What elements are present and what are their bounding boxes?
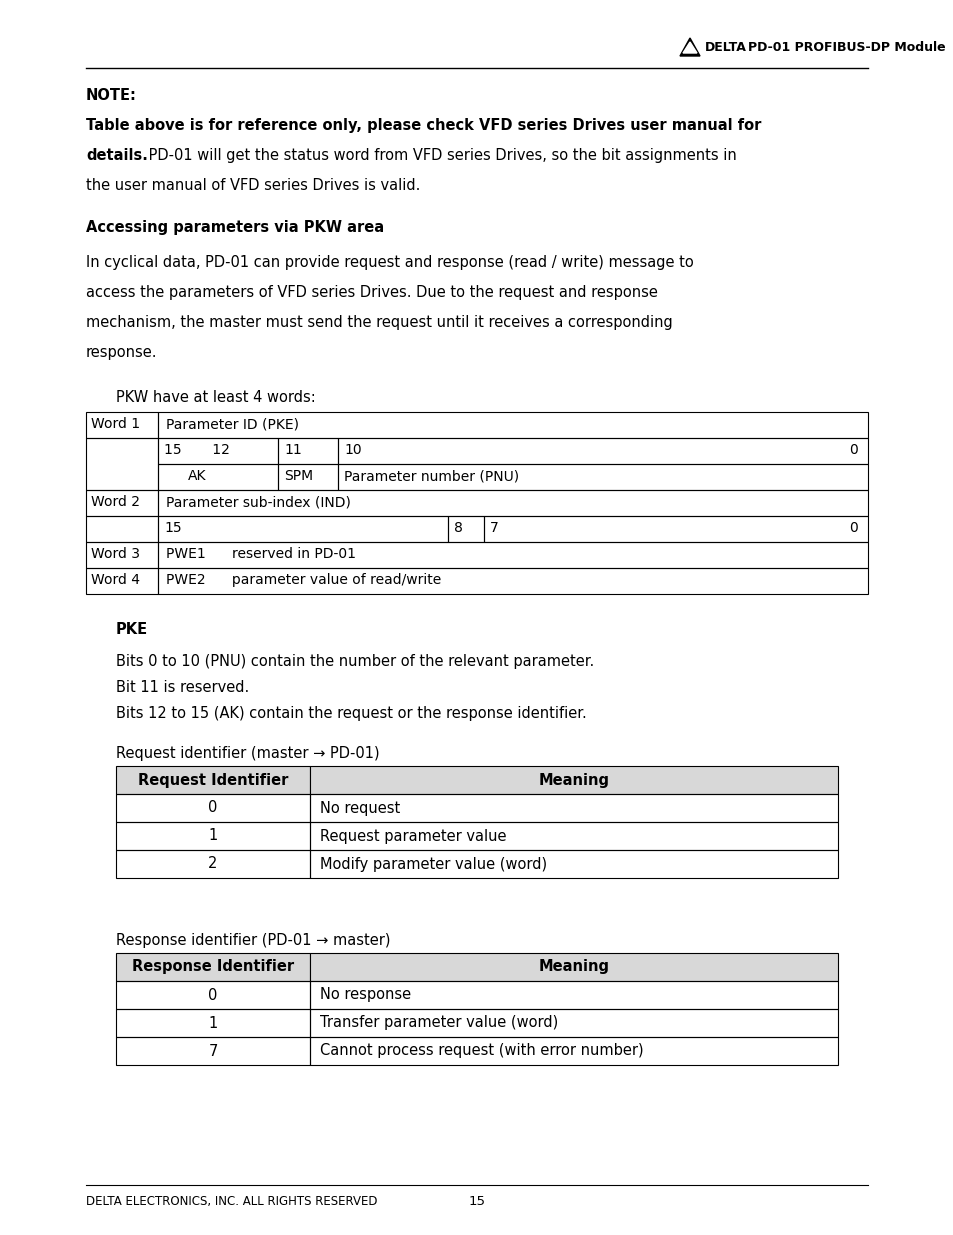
Bar xyxy=(116,823,310,850)
Text: 15       12: 15 12 xyxy=(164,443,230,457)
Text: PKE: PKE xyxy=(116,622,148,637)
Text: NOTE:: NOTE: xyxy=(86,88,136,103)
Text: PWE1      reserved in PD-01: PWE1 reserved in PD-01 xyxy=(166,547,355,561)
Text: 7: 7 xyxy=(490,521,498,535)
Bar xyxy=(86,542,158,568)
Bar xyxy=(158,516,448,542)
Bar xyxy=(158,438,277,464)
Text: DELTA: DELTA xyxy=(704,41,746,53)
Text: 15: 15 xyxy=(468,1195,485,1208)
Text: Request parameter value: Request parameter value xyxy=(319,829,506,844)
Text: PKW have at least 4 words:: PKW have at least 4 words: xyxy=(116,390,315,405)
Bar xyxy=(158,412,867,438)
Text: details.: details. xyxy=(86,148,148,163)
Text: 11: 11 xyxy=(284,443,301,457)
Polygon shape xyxy=(679,38,700,56)
Bar xyxy=(86,568,158,594)
Bar xyxy=(310,823,837,850)
Text: PWE2      parameter value of read/write: PWE2 parameter value of read/write xyxy=(166,573,441,587)
Text: Request identifier (master → PD-01): Request identifier (master → PD-01) xyxy=(116,746,379,761)
Text: access the parameters of VFD series Drives. Due to the request and response: access the parameters of VFD series Driv… xyxy=(86,285,658,300)
Text: Response Identifier: Response Identifier xyxy=(132,960,294,974)
Bar xyxy=(310,981,837,1009)
Text: Transfer parameter value (word): Transfer parameter value (word) xyxy=(319,1015,558,1030)
Bar xyxy=(483,516,867,542)
Text: 0: 0 xyxy=(208,800,217,815)
Bar xyxy=(116,1009,310,1037)
Text: 0: 0 xyxy=(848,443,857,457)
Bar xyxy=(116,766,310,794)
Bar xyxy=(158,542,867,568)
Text: Word 3: Word 3 xyxy=(91,547,140,561)
Text: PD-01 PROFIBUS-DP Module: PD-01 PROFIBUS-DP Module xyxy=(747,41,944,53)
Text: Modify parameter value (word): Modify parameter value (word) xyxy=(319,857,547,872)
Bar xyxy=(310,1009,837,1037)
Bar xyxy=(158,464,277,490)
Text: Request Identifier: Request Identifier xyxy=(137,773,288,788)
Text: Bit 11 is reserved.: Bit 11 is reserved. xyxy=(116,680,249,695)
Text: Accessing parameters via PKW area: Accessing parameters via PKW area xyxy=(86,220,384,235)
Bar xyxy=(158,490,867,516)
Text: 0: 0 xyxy=(208,988,217,1003)
Text: PD-01 will get the status word from VFD series Drives, so the bit assignments in: PD-01 will get the status word from VFD … xyxy=(144,148,736,163)
Text: 2: 2 xyxy=(208,857,217,872)
Text: In cyclical data, PD-01 can provide request and response (read / write) message : In cyclical data, PD-01 can provide requ… xyxy=(86,254,693,270)
Bar xyxy=(116,981,310,1009)
Text: Meaning: Meaning xyxy=(537,960,609,974)
Bar xyxy=(310,953,837,981)
Bar xyxy=(158,568,867,594)
Text: AK: AK xyxy=(188,469,206,483)
Text: Meaning: Meaning xyxy=(537,773,609,788)
Bar xyxy=(116,794,310,823)
Text: mechanism, the master must send the request until it receives a corresponding: mechanism, the master must send the requ… xyxy=(86,315,672,330)
Text: DELTA ELECTRONICS, INC. ALL RIGHTS RESERVED: DELTA ELECTRONICS, INC. ALL RIGHTS RESER… xyxy=(86,1195,377,1208)
Bar xyxy=(310,850,837,878)
Text: 0: 0 xyxy=(848,521,857,535)
Bar xyxy=(86,490,158,516)
Text: response.: response. xyxy=(86,345,157,359)
Bar xyxy=(86,412,158,438)
Text: the user manual of VFD series Drives is valid.: the user manual of VFD series Drives is … xyxy=(86,178,420,193)
Text: Word 4: Word 4 xyxy=(91,573,140,587)
Text: Cannot process request (with error number): Cannot process request (with error numbe… xyxy=(319,1044,643,1058)
Text: SPM: SPM xyxy=(284,469,313,483)
Bar xyxy=(86,516,158,542)
Bar xyxy=(116,1037,310,1065)
Text: 1: 1 xyxy=(208,829,217,844)
Bar xyxy=(116,850,310,878)
Bar xyxy=(277,438,337,464)
Bar xyxy=(310,1037,837,1065)
Bar xyxy=(310,766,837,794)
Text: Parameter number (PNU): Parameter number (PNU) xyxy=(344,469,518,483)
Text: 15: 15 xyxy=(164,521,181,535)
Text: Parameter sub-index (IND): Parameter sub-index (IND) xyxy=(166,495,351,509)
Text: 8: 8 xyxy=(454,521,462,535)
Text: Word 1: Word 1 xyxy=(91,417,140,431)
Text: 1: 1 xyxy=(208,1015,217,1030)
Text: Word 2: Word 2 xyxy=(91,495,140,509)
Bar xyxy=(310,794,837,823)
Text: Bits 0 to 10 (PNU) contain the number of the relevant parameter.: Bits 0 to 10 (PNU) contain the number of… xyxy=(116,655,594,669)
Bar xyxy=(277,464,337,490)
Text: Table above is for reference only, please check VFD series Drives user manual fo: Table above is for reference only, pleas… xyxy=(86,119,760,133)
Text: No request: No request xyxy=(319,800,400,815)
Text: No response: No response xyxy=(319,988,411,1003)
Text: 10: 10 xyxy=(344,443,361,457)
Bar xyxy=(337,464,867,490)
Text: Parameter ID (PKE): Parameter ID (PKE) xyxy=(166,417,298,431)
Bar xyxy=(116,953,310,981)
Bar xyxy=(448,516,483,542)
Text: Bits 12 to 15 (AK) contain the request or the response identifier.: Bits 12 to 15 (AK) contain the request o… xyxy=(116,706,586,721)
Bar xyxy=(337,438,867,464)
Bar xyxy=(86,438,158,490)
Polygon shape xyxy=(682,42,697,53)
Text: 7: 7 xyxy=(208,1044,217,1058)
Text: Response identifier (PD-01 → master): Response identifier (PD-01 → master) xyxy=(116,932,390,948)
